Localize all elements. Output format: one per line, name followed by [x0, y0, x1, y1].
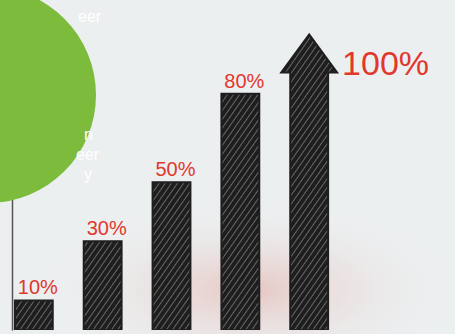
annotation: n — [84, 126, 93, 143]
bar — [153, 182, 191, 330]
chart: 10% 30% 50% 80% 100% eer n eer y — [0, 0, 455, 334]
data-label: 10% — [18, 276, 58, 298]
bar — [15, 300, 53, 330]
bar — [221, 94, 259, 330]
bar — [281, 35, 337, 330]
annotation: eer — [76, 146, 100, 163]
data-label: 50% — [155, 158, 195, 180]
annotations: eer n eer y — [76, 8, 102, 183]
badge — [0, 0, 96, 203]
data-label: 30% — [87, 217, 127, 239]
data-label: 80% — [224, 70, 264, 92]
data-label: 100% — [342, 44, 429, 82]
annotation: eer — [78, 8, 102, 25]
bar — [84, 241, 122, 330]
annotation: y — [84, 166, 92, 183]
